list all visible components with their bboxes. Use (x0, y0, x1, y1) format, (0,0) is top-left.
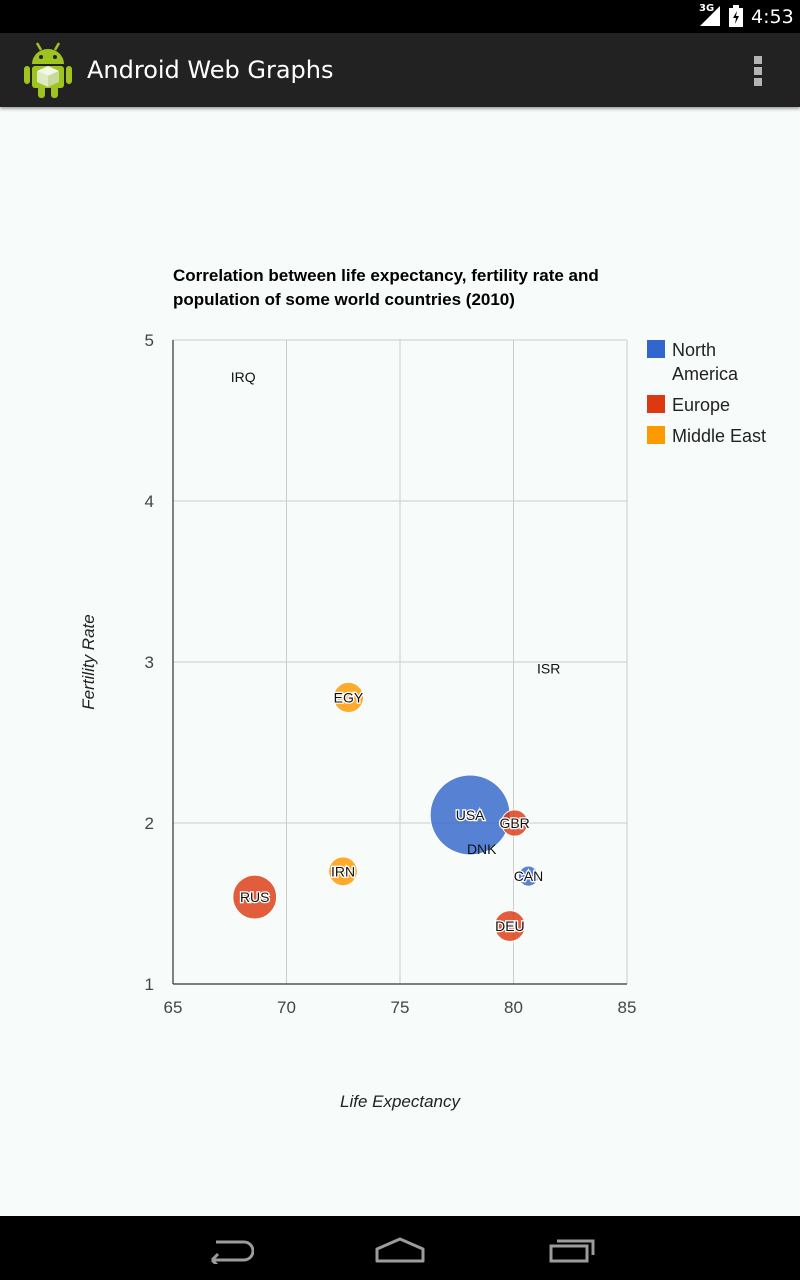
bubble-label: EGY (334, 689, 364, 705)
x-tick-label: 65 (164, 998, 183, 1017)
y-tick-label: 4 (145, 492, 154, 511)
chart-axes: 65 70 75 80 85 1 2 3 4 5 (145, 331, 637, 1017)
legend-label: Middle East (672, 426, 767, 446)
x-tick-label: 70 (277, 998, 296, 1017)
signal-icon (700, 6, 720, 26)
battery-icon (729, 5, 743, 27)
y-tick-label: 5 (145, 331, 154, 350)
overflow-menu-icon[interactable] (748, 53, 768, 89)
status-clock: 4:53 (751, 6, 794, 28)
recent-apps-icon[interactable] (548, 1236, 596, 1264)
network-type: 3G (699, 3, 715, 14)
bubble-deu: DEU (494, 910, 526, 942)
bubble-irq: IRQ (231, 369, 256, 385)
bubble-mark (517, 865, 540, 887)
status-bar: 3G 4:53 (0, 0, 800, 33)
y-tick-label: 3 (145, 653, 154, 672)
x-tick-label: 85 (618, 998, 637, 1017)
chart-title: Correlation between life expectancy, fer… (173, 266, 599, 309)
legend-label: Europe (672, 395, 731, 415)
x-tick-label: 80 (504, 998, 523, 1017)
bubble-label: DNK (467, 841, 497, 857)
legend-swatch (647, 426, 665, 444)
bubble-mark (232, 874, 278, 920)
bubble-egy: EGY (332, 681, 365, 714)
bubble-label: ISR (537, 660, 560, 676)
navigation-bar (0, 1216, 800, 1280)
bubble-label: USA (456, 807, 485, 823)
bubble-isr: ISR (537, 660, 560, 676)
android-robot-icon (24, 42, 72, 98)
bubble-mark (494, 910, 526, 942)
y-axis-label: Fertility Rate (79, 614, 98, 709)
legend-label: North America (672, 340, 739, 384)
legend-item: North America (647, 338, 782, 386)
bubble-label: IRN (331, 863, 355, 879)
bubble-can: CAN (512, 865, 545, 887)
bubble-label: DEU (495, 918, 525, 934)
bubble-gbr: GBR (498, 809, 531, 837)
app-title: Android Web Graphs (87, 56, 334, 84)
bubble-label: GBR (499, 815, 529, 831)
action-bar: Android Web Graphs (0, 33, 800, 107)
x-axis-label: Life Expectancy (340, 1092, 462, 1111)
home-icon[interactable] (374, 1236, 426, 1264)
bubble-chart: 65 70 75 80 85 1 2 3 4 5 USA RUS DEU EGY IRN GBR CAN IRQ… (79, 331, 637, 1111)
chart-bubbles: USA RUS DEU EGY IRN GBR CAN IRQ ISR DNK (231, 369, 560, 942)
y-tick-label: 1 (145, 975, 154, 994)
chart-grid (173, 339, 628, 984)
legend-swatch (647, 395, 665, 413)
bubble-mark (328, 856, 358, 887)
y-tick-label: 2 (145, 814, 154, 833)
legend-item: Europe (647, 393, 782, 417)
legend-item: Middle East (647, 424, 782, 448)
bubble-mark (500, 809, 529, 837)
bubble-irn: IRN (328, 856, 358, 887)
bubble-label: CAN (514, 868, 544, 884)
bubble-mark (332, 681, 365, 714)
bubble-label: IRQ (231, 369, 256, 385)
legend-swatch (647, 340, 665, 358)
bubble-label: RUS (240, 889, 270, 905)
bubble-rus: RUS (232, 874, 278, 920)
chart-legend: North America Europe Middle East (647, 338, 782, 455)
back-icon[interactable] (206, 1236, 254, 1264)
bubble-dnk: DNK (467, 841, 497, 857)
x-tick-label: 75 (391, 998, 410, 1017)
